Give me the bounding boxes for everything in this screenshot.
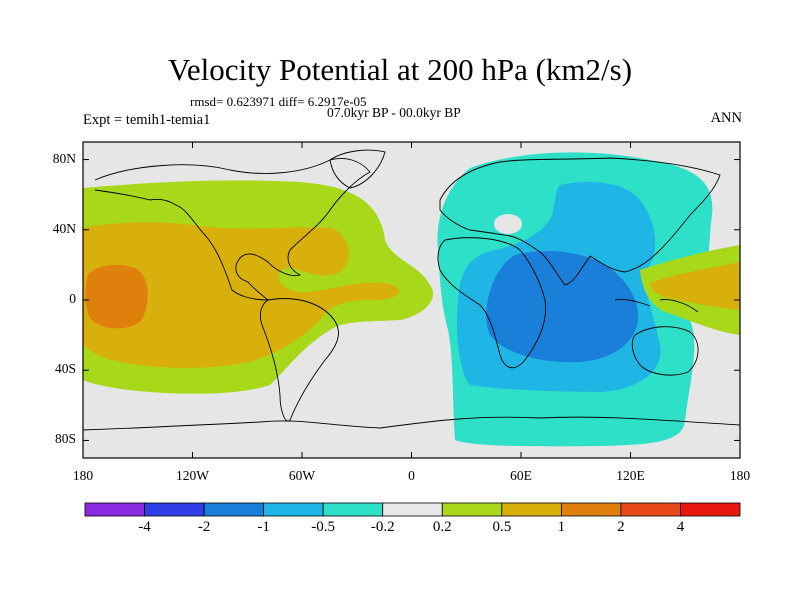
colorbar-swatch <box>560 502 622 517</box>
tick-marks <box>82 142 741 458</box>
coastline-africa <box>437 237 547 369</box>
contour-fill-layer <box>83 152 740 447</box>
colorbar-swatch <box>263 502 324 517</box>
colorbar-swatch <box>144 502 205 517</box>
y-tick-label: 80S <box>54 431 76 447</box>
y-tick-label: 40S <box>54 361 76 377</box>
colorbar-label: 2 <box>617 519 625 535</box>
colorbar <box>84 502 741 517</box>
x-tick-label: 0 <box>408 468 415 483</box>
coastline-australia <box>631 326 699 376</box>
colorbar-label: -1 <box>257 519 270 535</box>
colorbar-label: -2 <box>197 519 211 535</box>
x-tick-label: 120W <box>176 468 209 483</box>
experiment-label: Expt = temih1-temia1 <box>83 112 211 128</box>
colorbar-swatch <box>620 502 681 517</box>
stats-text: rmsd= 0.623971 diff= 6.2917e-05 <box>190 94 367 109</box>
colorbar-swatch <box>382 502 443 517</box>
colorbar-swatch <box>84 502 145 517</box>
coastline-eurasia <box>439 157 721 286</box>
colorbar-label: -0.5 <box>311 519 336 535</box>
colorbar-swatch <box>441 502 503 517</box>
colorbar-label: 0.2 <box>432 519 452 535</box>
plot-title: Velocity Potential at 200 hPa (km2/s) <box>167 52 633 87</box>
y-tick-label: 40N <box>52 220 76 236</box>
x-tick-label: 180 <box>729 468 751 483</box>
contour-region-positive-core <box>85 264 148 329</box>
coastlines <box>83 149 740 431</box>
contour-region-neutral-mediterranean <box>494 214 522 234</box>
coastline-south-america <box>259 298 339 422</box>
y-tick-label: 0 <box>69 291 76 306</box>
colorbar-swatch <box>322 502 384 517</box>
x-tick-label: 180 <box>72 468 94 483</box>
period-text: 07.0kyr BP - 00.0kyr BP <box>327 105 461 120</box>
coastline-greenland <box>329 149 386 189</box>
colorbar-label: -4 <box>138 519 151 535</box>
x-tick-label: 60E <box>510 468 532 483</box>
colorbar-swatch <box>501 502 562 517</box>
colorbar-label: 1 <box>557 519 566 535</box>
colorbar-swatch <box>203 502 265 517</box>
contour-region-positive-pacific-mid <box>650 262 740 310</box>
colorbar-label: -0.2 <box>370 519 395 535</box>
x-tick-label: 60W <box>288 468 316 483</box>
coastline-antarctica <box>83 416 740 431</box>
contour-region-negative-core <box>486 250 639 363</box>
x-tick-label: 120E <box>616 468 645 483</box>
coastline-maritime-continent <box>614 299 699 313</box>
colorbar-label: 0.5 <box>492 519 512 535</box>
colorbar-label: 4 <box>676 519 685 535</box>
colorbar-swatch <box>680 502 741 517</box>
y-tick-label: 80N <box>52 150 76 166</box>
season-label: ANN <box>710 110 742 126</box>
